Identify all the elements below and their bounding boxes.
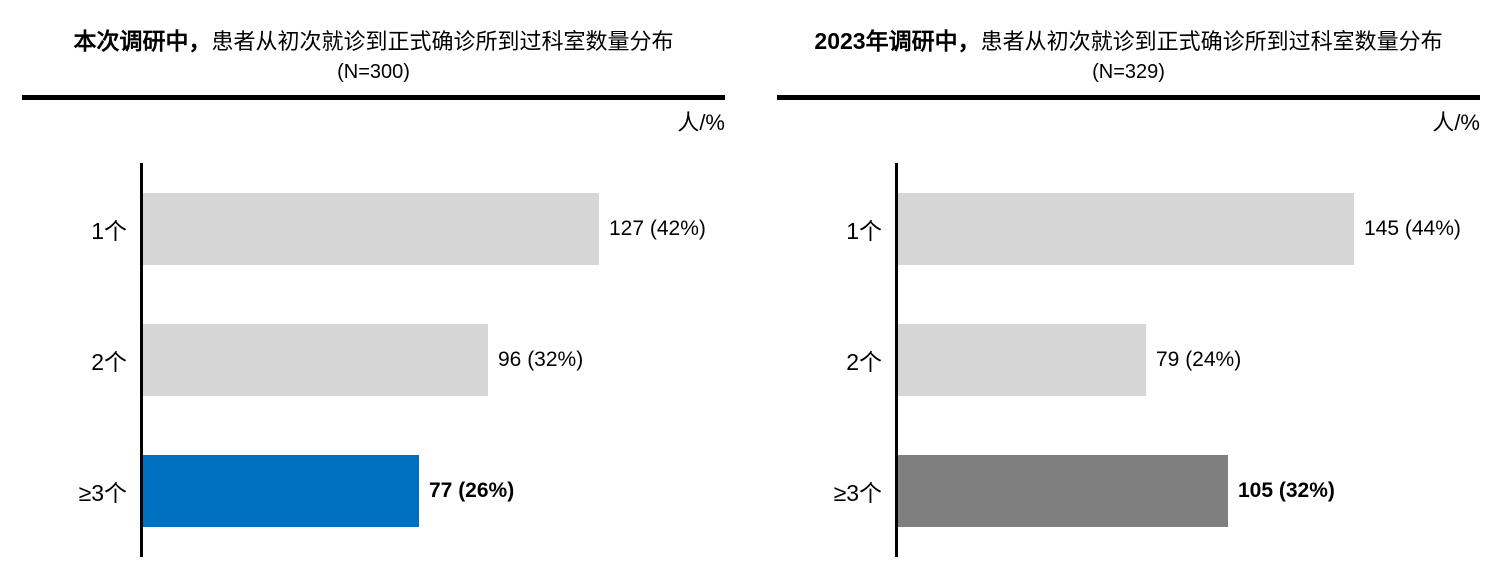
bar-row: ≥3个 105 (32%) — [777, 426, 1480, 557]
title-divider-line — [22, 95, 725, 100]
value-label: 77 (26%) — [429, 479, 515, 503]
bar — [898, 455, 1228, 528]
chart-panel-current-survey: 本次调研中，患者从初次就诊到正式确诊所到过科室数量分布 (N=300) 人/% … — [0, 0, 755, 586]
chart-panel-2023-survey: 2023年调研中，患者从初次就诊到正式确诊所到过科室数量分布 (N=329) 人… — [755, 0, 1510, 586]
bar-row: 1个 127 (42%) — [22, 163, 725, 294]
category-label: 2个 — [91, 348, 127, 375]
value-label: 79 (24%) — [1156, 347, 1242, 371]
chart-title-rest: 患者从初次就诊到正式确诊所到过科室数量分布 — [211, 29, 674, 54]
bar-row: ≥3个 77 (26%) — [22, 426, 725, 557]
chart-title: 本次调研中，患者从初次就诊到正式确诊所到过科室数量分布 — [22, 26, 725, 57]
unit-label: 人/% — [677, 110, 725, 135]
category-label: 1个 — [846, 217, 882, 244]
bar — [143, 192, 599, 265]
chart-title-lead: 本次调研中， — [73, 28, 212, 54]
bar-row: 2个 96 (32%) — [22, 294, 725, 425]
bar-area: 77 (26%) — [140, 455, 725, 528]
bar-row: 1个 145 (44%) — [777, 163, 1480, 294]
bar-area: 145 (44%) — [895, 192, 1480, 265]
y-axis-line — [895, 163, 898, 557]
value-label: 96 (32%) — [498, 347, 584, 371]
bar — [143, 323, 488, 396]
value-label: 127 (42%) — [609, 216, 706, 240]
sample-size-label: (N=329) — [1092, 61, 1165, 83]
chart-title-rest: 患者从初次就诊到正式确诊所到过科室数量分布 — [980, 29, 1443, 54]
bar — [898, 192, 1354, 265]
bar-rows: 1个 127 (42%) 2个 96 (32%) ≥3个 77 (26%) — [22, 163, 725, 557]
bar-row: 2个 79 (24%) — [777, 294, 1480, 425]
unit-label: 人/% — [1432, 110, 1480, 135]
bar-area: 127 (42%) — [140, 192, 725, 265]
plot-area: 1个 145 (44%) 2个 79 (24%) ≥3个 105 (32%) — [777, 163, 1480, 557]
bar-rows: 1个 145 (44%) 2个 79 (24%) ≥3个 105 (32%) — [777, 163, 1480, 557]
y-axis-line — [140, 163, 143, 557]
bar — [898, 323, 1146, 396]
value-label: 105 (32%) — [1238, 479, 1335, 503]
category-label: ≥3个 — [833, 480, 882, 507]
chart-title-lead: 2023年调研中， — [814, 28, 981, 54]
title-divider-line — [777, 95, 1480, 100]
plot-area: 1个 127 (42%) 2个 96 (32%) ≥3个 77 (26%) — [22, 163, 725, 557]
category-label: ≥3个 — [78, 480, 127, 507]
sample-size-label: (N=300) — [337, 61, 410, 83]
bar-area: 96 (32%) — [140, 323, 725, 396]
bar-area: 105 (32%) — [895, 455, 1480, 528]
bar — [143, 455, 419, 528]
value-label: 145 (44%) — [1364, 216, 1461, 240]
bar-area: 79 (24%) — [895, 323, 1480, 396]
category-label: 2个 — [846, 348, 882, 375]
chart-title: 2023年调研中，患者从初次就诊到正式确诊所到过科室数量分布 — [777, 26, 1480, 57]
category-label: 1个 — [91, 217, 127, 244]
